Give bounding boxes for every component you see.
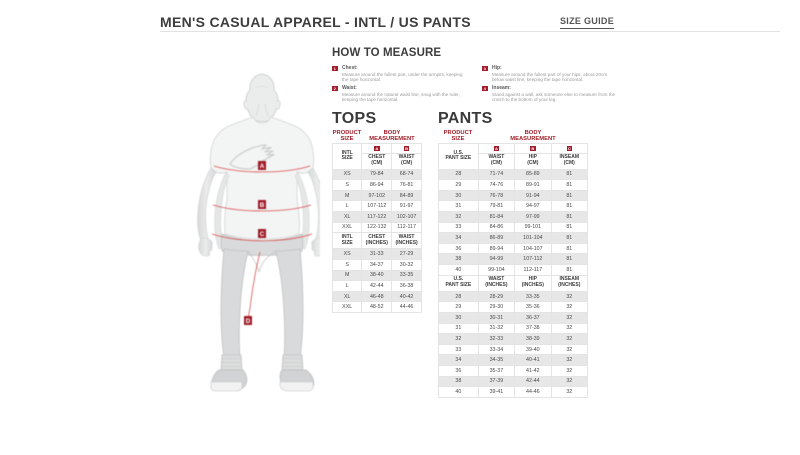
svg-text:D: D — [246, 318, 251, 325]
svg-text:A: A — [260, 163, 265, 170]
svg-text:B: B — [260, 202, 265, 209]
svg-text:C: C — [260, 231, 265, 238]
